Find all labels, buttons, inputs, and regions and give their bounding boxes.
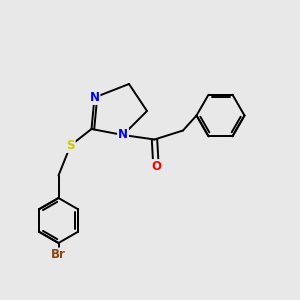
Text: O: O — [151, 160, 161, 173]
Text: N: N — [118, 128, 128, 142]
Text: Br: Br — [51, 248, 66, 262]
Text: S: S — [66, 139, 75, 152]
Text: N: N — [89, 91, 100, 104]
